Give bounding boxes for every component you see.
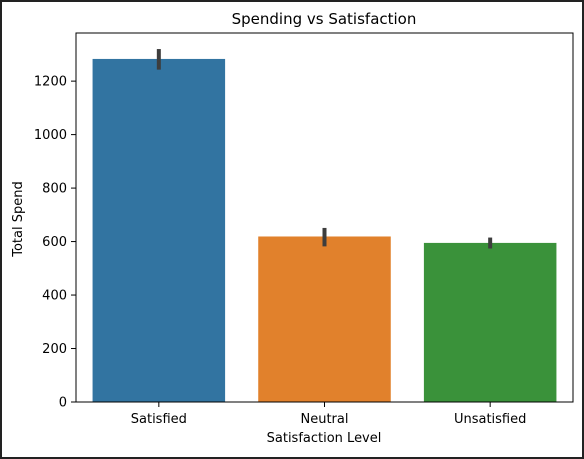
y-tick-label: 400 <box>42 289 67 304</box>
plot-area: Satisfied Neutral Unsatisfied 0 200 400 600 800… <box>34 32 574 427</box>
x-tick-label: Neutral <box>301 412 349 427</box>
x-axis-label: Satisfaction Level <box>267 431 382 446</box>
y-tick-label: 1000 <box>34 128 67 143</box>
y-tick-label: 1200 <box>34 75 67 90</box>
chart-title: Spending vs Satisfaction <box>232 10 417 28</box>
bar-satisfied <box>92 58 226 403</box>
y-axis-label: Total Spend <box>11 181 26 258</box>
plot-border <box>75 32 574 403</box>
x-tick-label: Satisfied <box>131 412 187 427</box>
x-tick-label: Unsatisfied <box>454 412 526 427</box>
bar-unsatisfied <box>423 242 557 402</box>
y-tick-label: 0 <box>59 396 67 411</box>
y-tick-label: 800 <box>42 182 67 197</box>
bar-neutral <box>258 236 391 402</box>
y-tick-label: 600 <box>42 235 67 250</box>
y-tick-label: 200 <box>42 342 67 357</box>
